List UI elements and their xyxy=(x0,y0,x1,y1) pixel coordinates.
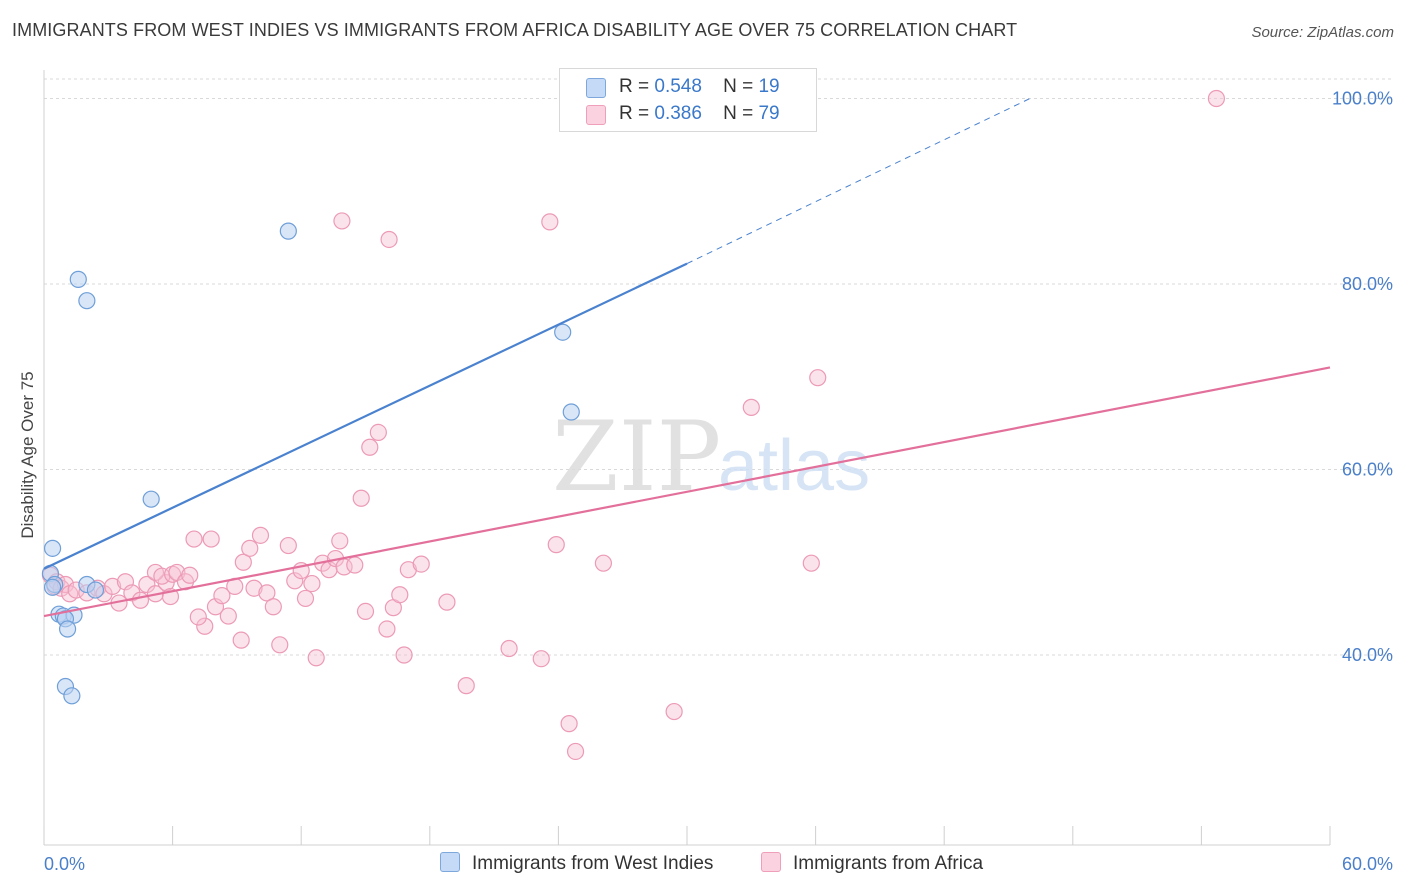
point-africa xyxy=(352,489,370,507)
point-africa xyxy=(802,554,820,572)
point-africa xyxy=(303,574,321,593)
point-africa xyxy=(181,566,199,584)
y-tick-label: 60.0% xyxy=(1342,460,1393,480)
y-tick-label: 100.0% xyxy=(1332,89,1393,109)
point-west-indies xyxy=(69,270,87,288)
point-africa xyxy=(219,607,237,625)
bottom-legend-africa: Immigrants from Africa xyxy=(761,852,983,875)
point-africa xyxy=(369,423,387,441)
point-africa xyxy=(258,584,276,602)
point-africa xyxy=(189,608,207,626)
point-africa xyxy=(665,702,683,721)
legend-n-label: N = xyxy=(723,103,754,124)
correlation-legend: R = 0.548 N = 19 R = 0.386 N = 79 xyxy=(559,68,817,132)
point-africa xyxy=(361,438,379,456)
point-africa xyxy=(241,539,259,557)
point-africa xyxy=(541,213,559,231)
trend-line-west-indies-extension xyxy=(686,98,1031,265)
watermark-atlas: atlas xyxy=(718,426,870,506)
point-africa xyxy=(560,715,578,733)
legend-r-value: 0.548 xyxy=(654,76,702,97)
bottom-legend-swatch-africa xyxy=(761,852,781,872)
point-africa xyxy=(307,649,325,667)
tick-labels: 40.0% 60.0% 80.0% 100.0% 0.0% 60.0% xyxy=(44,89,1393,875)
legend-r-label: R = xyxy=(619,76,650,97)
point-africa xyxy=(566,742,585,761)
point-africa xyxy=(346,556,364,574)
legend-r-label: R = xyxy=(619,103,650,124)
point-west-indies xyxy=(562,403,580,421)
chart-title: IMMIGRANTS FROM WEST INDIES VS IMMIGRANT… xyxy=(12,20,1018,40)
point-africa xyxy=(333,212,351,230)
point-west-indies xyxy=(142,490,160,508)
point-africa xyxy=(412,555,430,573)
bottom-legend-label-west-indies: Immigrants from West Indies xyxy=(472,853,714,874)
point-africa xyxy=(279,536,297,555)
trend-line-west-indies xyxy=(43,262,688,570)
bottom-legend-swatch-west-indies xyxy=(440,852,460,872)
legend-swatch-west-indies xyxy=(586,78,606,98)
axes xyxy=(43,70,1331,846)
point-africa xyxy=(232,631,250,649)
trend-lines xyxy=(43,98,1331,618)
point-africa xyxy=(138,575,156,594)
point-africa xyxy=(356,602,375,621)
watermark-zip: ZIP xyxy=(552,401,721,513)
trend-line-africa xyxy=(43,366,1331,618)
point-africa xyxy=(196,617,214,635)
point-africa xyxy=(286,572,304,590)
x-tick-label-min: 0.0% xyxy=(44,854,85,874)
point-africa xyxy=(594,554,613,572)
point-africa xyxy=(185,530,203,548)
point-africa xyxy=(438,593,456,611)
point-west-indies xyxy=(279,222,297,240)
point-west-indies xyxy=(78,292,96,310)
point-africa xyxy=(202,530,220,548)
bottom-legend-label-africa: Immigrants from Africa xyxy=(793,853,984,874)
point-africa xyxy=(380,230,398,249)
point-africa xyxy=(331,532,349,550)
point-africa xyxy=(271,636,289,654)
point-africa xyxy=(245,579,263,597)
y-tick-label: 40.0% xyxy=(1342,645,1393,665)
point-africa xyxy=(391,586,409,604)
point-africa xyxy=(532,650,550,668)
point-africa xyxy=(547,536,565,554)
point-africa xyxy=(809,369,827,387)
legend-r-value: 0.386 xyxy=(654,103,702,124)
point-west-indies xyxy=(86,581,105,599)
point-west-indies xyxy=(58,620,77,638)
point-africa xyxy=(378,620,396,638)
data-points xyxy=(41,89,1226,761)
bottom-legend-west-indies: Immigrants from West Indies xyxy=(440,852,713,875)
watermark: ZIP atlas xyxy=(552,401,870,513)
legend-n-value: 79 xyxy=(758,103,780,124)
point-africa xyxy=(395,646,413,664)
legend-n-value: 19 xyxy=(758,76,780,97)
point-africa xyxy=(1207,89,1226,108)
point-west-indies xyxy=(63,687,81,705)
point-africa xyxy=(103,577,122,595)
x-tick-label-max: 60.0% xyxy=(1342,854,1393,874)
point-africa xyxy=(399,561,417,579)
source-credit: Source: ZipAtlas.com xyxy=(1251,24,1394,41)
point-africa xyxy=(500,639,518,658)
point-africa xyxy=(251,526,270,544)
point-africa xyxy=(296,589,315,608)
legend-swatch-africa xyxy=(586,105,606,125)
point-africa xyxy=(131,591,150,609)
point-africa xyxy=(168,563,186,582)
y-axis-label: Disability Age Over 75 xyxy=(18,371,37,538)
y-tick-label: 80.0% xyxy=(1342,274,1393,294)
point-africa xyxy=(234,553,252,571)
point-west-indies xyxy=(554,323,572,341)
point-africa xyxy=(264,598,282,616)
point-africa xyxy=(457,677,475,695)
point-west-indies xyxy=(43,539,62,557)
point-africa xyxy=(213,587,231,605)
point-west-indies xyxy=(43,578,62,596)
point-africa xyxy=(742,398,760,416)
legend-n-label: N = xyxy=(723,76,754,97)
